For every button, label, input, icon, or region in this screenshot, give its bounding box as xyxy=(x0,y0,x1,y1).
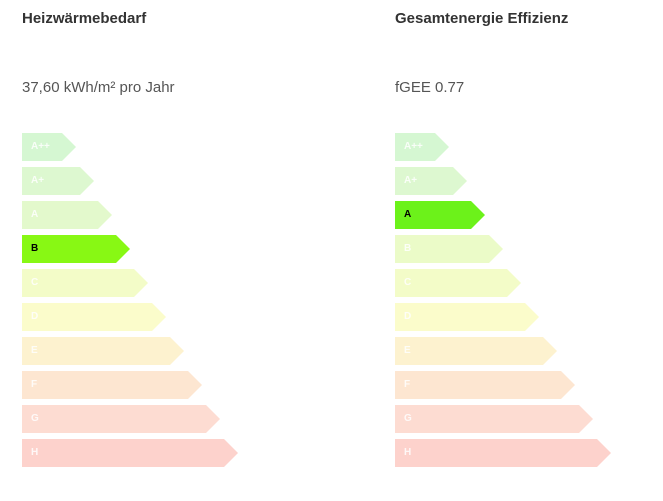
energy-class-e-arrow: E xyxy=(395,337,557,365)
energy-class-h-arrow: H xyxy=(395,439,611,467)
energy-class-e-arrow: E xyxy=(22,337,184,365)
energy-class-label: H xyxy=(404,447,412,458)
energy-class-label: G xyxy=(31,413,39,424)
energy-class-b-arrow: B xyxy=(22,235,130,263)
energy-class-label: B xyxy=(404,243,412,254)
energy-class-label: C xyxy=(31,277,39,288)
energy-class-label: A++ xyxy=(31,141,50,152)
energy-class-a-arrow: A xyxy=(22,201,112,229)
energy-class-label: A+ xyxy=(404,175,418,186)
energy-class-g-arrow: G xyxy=(395,405,593,433)
energy-class-d-arrow: D xyxy=(22,303,166,331)
energy-class-label: E xyxy=(31,345,38,356)
energy-class-label: F xyxy=(31,379,38,390)
energy-class-label: H xyxy=(31,447,39,458)
energy-class-label: B xyxy=(31,243,39,254)
energy-class-label: A+ xyxy=(31,175,45,186)
heating-demand-value: 37,60 kWh/m² pro Jahr xyxy=(22,79,175,96)
energy-class-label: C xyxy=(404,277,412,288)
energy-class-label: A++ xyxy=(404,141,423,152)
energy-class-f-arrow: F xyxy=(22,371,202,399)
energy-class-g-arrow: G xyxy=(22,405,220,433)
total-efficiency-title: Gesamtenergie Effizienz xyxy=(395,10,569,27)
energy-class-label: D xyxy=(404,311,412,322)
energy-class-label: E xyxy=(404,345,411,356)
energy-class-a-arrow: A xyxy=(395,201,485,229)
energy-class-c-arrow: C xyxy=(22,269,148,297)
energy-class-label: F xyxy=(404,379,411,390)
energy-class-f-arrow: F xyxy=(395,371,575,399)
energy-class-label: D xyxy=(31,311,39,322)
energy-class-aplus-arrow: A+ xyxy=(395,167,467,195)
energy-class-b-arrow: B xyxy=(395,235,503,263)
energy-class-c-arrow: C xyxy=(395,269,521,297)
energy-class-label: G xyxy=(404,413,412,424)
energy-class-label: A xyxy=(404,209,412,220)
energy-class-aplusplus-arrow: A++ xyxy=(22,133,76,161)
energy-class-aplusplus-arrow: A++ xyxy=(395,133,449,161)
energy-class-d-arrow: D xyxy=(395,303,539,331)
total-efficiency-value: fGEE 0.77 xyxy=(395,79,465,96)
energy-class-label: A xyxy=(31,209,39,220)
energy-class-h-arrow: H xyxy=(22,439,238,467)
energy-class-aplus-arrow: A+ xyxy=(22,167,94,195)
heating-demand-title: Heizwärmebedarf xyxy=(22,10,147,27)
